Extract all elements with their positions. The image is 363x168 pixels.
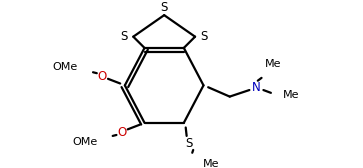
Text: OMe: OMe	[73, 137, 98, 146]
Text: S: S	[185, 137, 192, 150]
Text: S: S	[120, 30, 128, 43]
Text: N: N	[252, 81, 260, 94]
Text: S: S	[201, 30, 208, 43]
Text: O: O	[118, 126, 127, 139]
Text: OMe: OMe	[53, 62, 78, 72]
Text: O: O	[98, 70, 107, 82]
Text: Me: Me	[283, 90, 300, 100]
Text: S: S	[160, 1, 168, 14]
Text: Me: Me	[265, 59, 281, 69]
Text: Me: Me	[203, 159, 219, 168]
